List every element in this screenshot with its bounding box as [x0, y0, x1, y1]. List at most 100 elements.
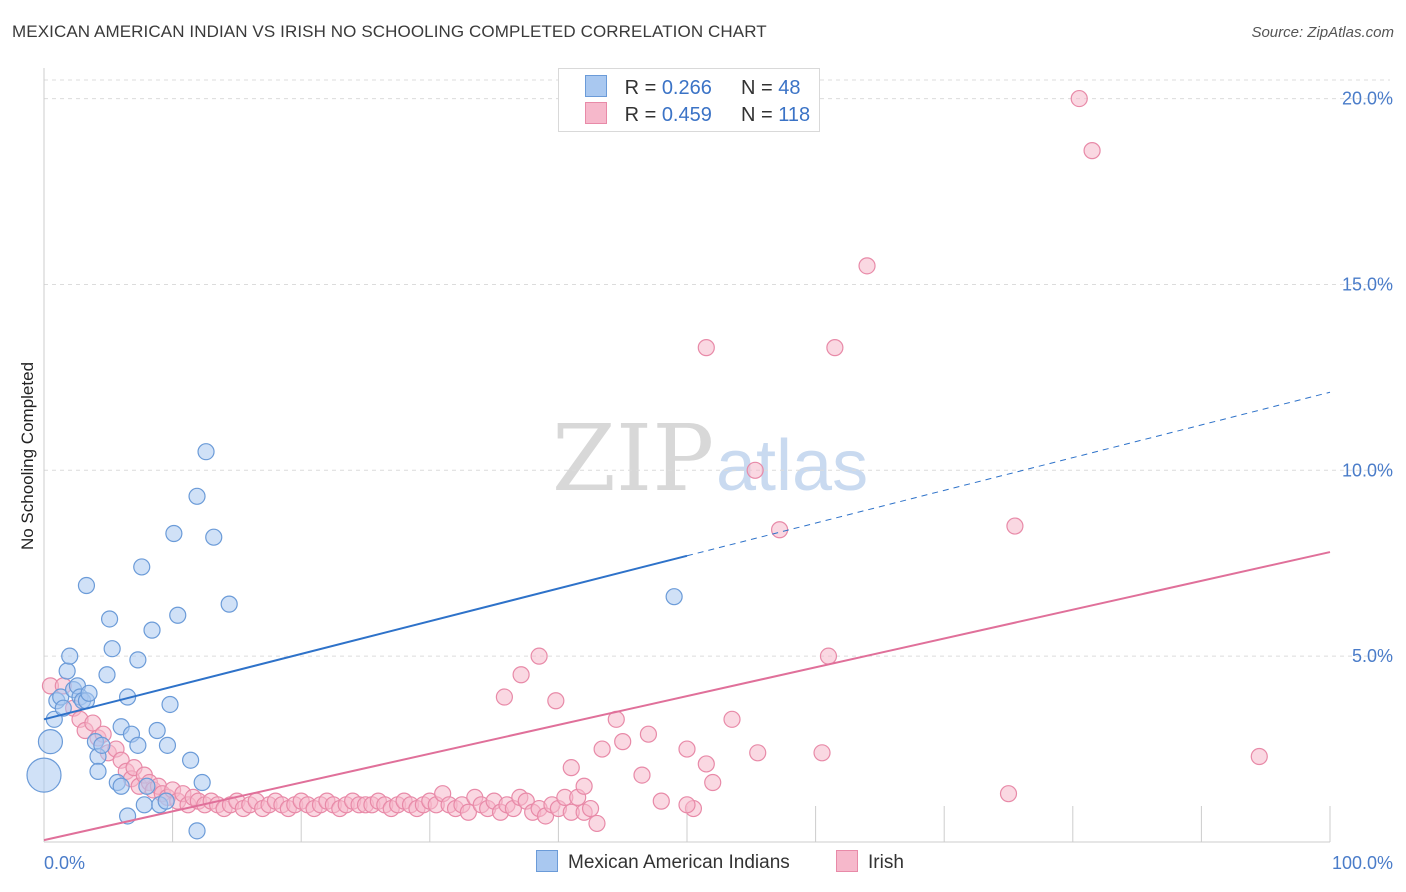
irish-point	[575, 777, 593, 795]
mexican-american-indian-point	[133, 558, 151, 576]
irish-point	[678, 796, 696, 814]
mexican-american-indian-point	[98, 666, 116, 684]
mexican-american-indian-point	[138, 777, 156, 795]
legend-label-blue: Mexican American Indians	[568, 852, 790, 873]
x-tick-label: 0.0%	[44, 853, 85, 873]
irish-point	[588, 814, 606, 833]
legend-n-label: N =	[741, 77, 779, 99]
mexican-american-indian-point	[129, 651, 147, 669]
irish-point	[704, 773, 722, 792]
irish-point	[581, 799, 600, 818]
irish-point	[547, 692, 565, 710]
irish-point	[562, 759, 580, 777]
mexican-american-indians-points	[26, 443, 683, 840]
irish-point	[530, 647, 548, 665]
mexican-american-indian-point	[93, 736, 111, 754]
legend-item-mexican-american-indians: Mexican American Indians	[536, 850, 790, 874]
tick-labels: 5.0% 10.0% 15.0% 20.0% 0.0% 100.0%	[44, 89, 1393, 873]
mexican-american-indian-point	[143, 621, 161, 639]
irish-point	[633, 766, 651, 784]
mexican-american-indian-point	[158, 736, 177, 754]
mexican-american-indian-point	[80, 684, 98, 702]
irish-point	[826, 339, 844, 357]
trend-lines	[43, 391, 1331, 842]
irish-point	[999, 785, 1018, 803]
y-tick-label: 5.0%	[1352, 646, 1393, 666]
legend-row-pink: R = 0.459 N = 118	[585, 102, 810, 126]
legend-swatch-blue	[585, 75, 607, 97]
irish-point	[697, 755, 715, 773]
mexican-american-indian-point	[188, 487, 206, 505]
legend-swatch-pink	[836, 850, 858, 872]
source-label: Source: ZipAtlas.com	[1251, 24, 1394, 41]
mexican-american-indian-point	[135, 796, 153, 814]
irish-point	[614, 733, 632, 751]
mexican-american-indian-point	[665, 588, 683, 606]
y-tick-label: 15.0%	[1342, 274, 1393, 294]
irish-point	[813, 744, 831, 762]
stats-legend: R = 0.266 N = 48 R = 0.459 N = 118	[558, 68, 820, 132]
irish-point	[723, 710, 741, 728]
legend-n-value: 48	[778, 77, 801, 99]
irish-point	[1006, 517, 1024, 535]
watermark-atlas: atlas	[716, 426, 868, 506]
x-tick-label: 100.0%	[1332, 853, 1393, 873]
irish-point	[678, 740, 696, 758]
y-tick-label: 20.0%	[1342, 89, 1393, 109]
mexican-american-indian-point	[54, 699, 72, 717]
legend-n-value: 118	[778, 104, 811, 126]
irish-point	[819, 647, 838, 665]
mexican-american-indian-point	[182, 751, 200, 769]
y-tick-label: 10.0%	[1342, 460, 1393, 480]
legend-r-value: 0.266	[661, 77, 712, 99]
mexican-american-indian-point	[157, 792, 175, 810]
legend-swatch-pink	[585, 102, 607, 124]
irish-point	[495, 688, 513, 706]
legend-label-pink: Irish	[868, 852, 904, 873]
blue-trend-line	[43, 554, 688, 721]
irish-point	[697, 339, 715, 357]
mexican-american-indian-point	[169, 606, 187, 624]
mexican-american-indian-point	[77, 576, 96, 595]
irish-point	[858, 257, 876, 275]
mexican-american-indian-point	[197, 443, 215, 461]
grid-lines	[44, 79, 1390, 657]
legend-n-label: N =	[741, 104, 779, 126]
irish-point	[652, 792, 670, 810]
irish-point	[1083, 142, 1101, 160]
legend-item-irish: Irish	[836, 850, 904, 874]
mexican-american-indian-point	[205, 528, 223, 546]
irish-point	[459, 803, 477, 821]
mexican-american-indian-point	[89, 762, 107, 780]
irish-point	[593, 740, 611, 758]
pink-trend-line	[43, 551, 1331, 842]
irish-point	[746, 461, 764, 479]
legend-r-label: R =	[624, 104, 662, 126]
mexican-american-indian-point	[161, 695, 179, 714]
mexican-american-indian-point	[61, 647, 79, 665]
mexican-american-indian-point	[37, 729, 64, 755]
irish-point	[1070, 89, 1088, 108]
irish-point	[1250, 747, 1268, 766]
mexican-american-indian-point	[112, 777, 130, 795]
irish-point	[639, 725, 658, 743]
irish-point	[512, 666, 530, 684]
mexican-american-indian-point	[220, 595, 238, 613]
chart-title: MEXICAN AMERICAN INDIAN VS IRISH NO SCHO…	[12, 22, 767, 41]
irish-point	[749, 744, 767, 762]
legend-row-blue: R = 0.266 N = 48	[585, 75, 801, 99]
mexican-american-indian-point	[129, 736, 147, 754]
mexican-american-indian-point	[165, 524, 183, 543]
blue-trend-extension	[686, 391, 1331, 557]
legend-r-label: R =	[624, 77, 662, 99]
mexican-american-indian-point	[26, 757, 62, 793]
mexican-american-indian-point	[188, 822, 206, 840]
mexican-american-indian-point	[100, 610, 119, 628]
mexican-american-indian-point	[103, 640, 121, 658]
legend-swatch-blue	[536, 850, 558, 872]
mexican-american-indian-point	[193, 773, 211, 792]
watermark-zip: ZIP	[552, 405, 714, 512]
mexican-american-indian-point	[148, 721, 166, 740]
legend-r-value: 0.459	[661, 104, 712, 126]
